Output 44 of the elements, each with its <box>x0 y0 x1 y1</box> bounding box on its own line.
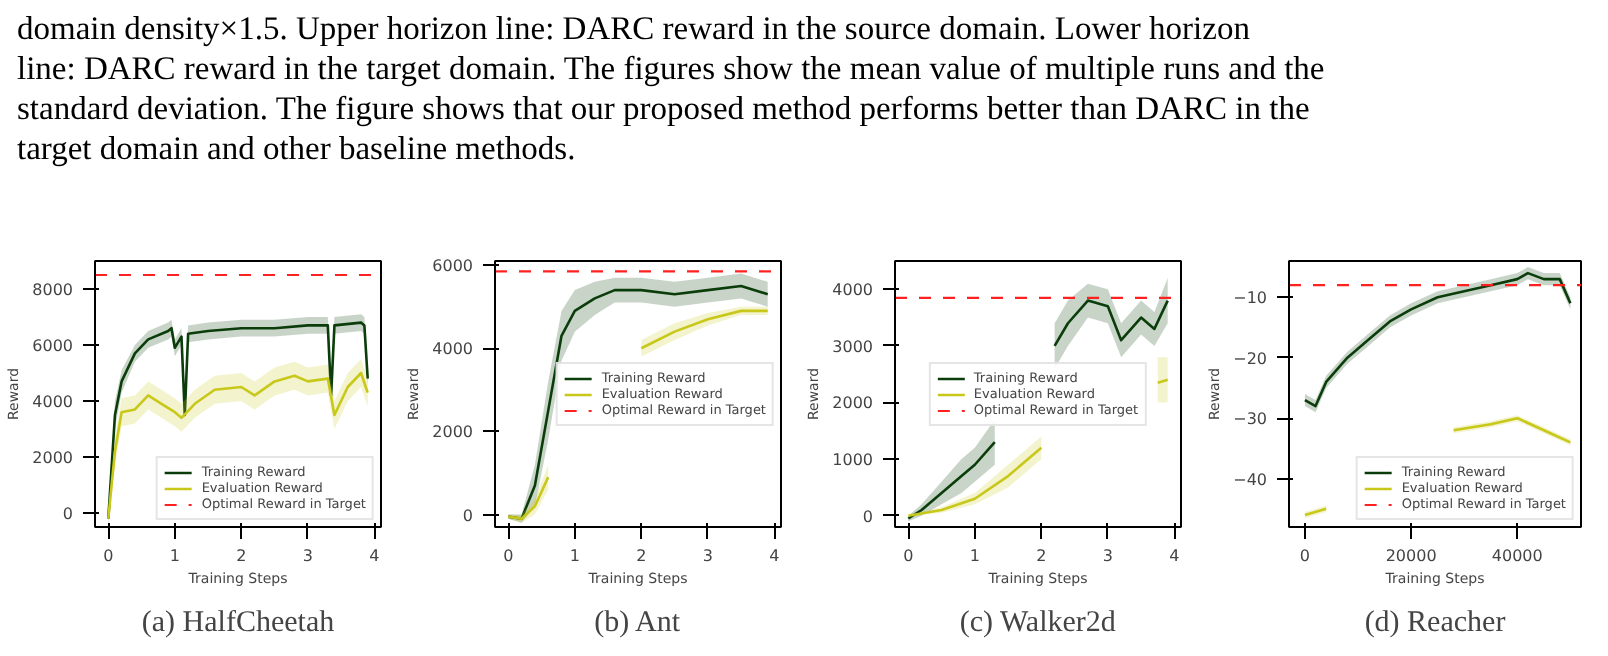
x-tick-label: 40000 <box>1491 547 1543 565</box>
y-tick-label: −10 <box>1233 289 1268 308</box>
text: (d) Reacher <box>1364 607 1506 639</box>
y-tick-label: 1000 <box>832 451 873 470</box>
y-tick-label: 0 <box>62 505 74 523</box>
x-tick-label: 2 <box>236 547 247 565</box>
x-tick-label: 0 <box>1299 547 1311 565</box>
x-tick-label: 1 <box>969 547 980 565</box>
text: domain density×1.5. Upper horizon line: DARC reward in the source domain. Lower horizon <box>17 9 1250 47</box>
text: standard deviation. The figure shows that our proposed method performs better than DARC in the <box>17 89 1310 127</box>
y-tick-label: 2000 <box>32 449 73 467</box>
text: line: DARC reward in the target domain. The figures show the mean value of multiple runs and the <box>17 49 1325 87</box>
y-tick-label: 2000 <box>432 423 473 442</box>
x-tick-label: 4 <box>1169 547 1180 565</box>
y-tick-label: 6000 <box>432 257 473 276</box>
y-tick-label: 4000 <box>32 393 73 411</box>
y-tick-label: 8000 <box>32 281 73 299</box>
x-tick-label: 20000 <box>1385 547 1437 565</box>
x-tick-label: 4 <box>769 547 780 565</box>
y-tick-label: 2000 <box>832 394 873 413</box>
y-tick-label: −20 <box>1233 349 1268 368</box>
x-tick-label: 0 <box>503 547 514 565</box>
text: (c) Walker2d <box>959 607 1117 639</box>
x-tick-label: 3 <box>1102 547 1113 565</box>
x-tick-label: 2 <box>636 547 647 565</box>
x-tick-label: 2 <box>1036 547 1047 565</box>
text: (a) HalfCheetah <box>141 607 336 639</box>
y-tick-label: −30 <box>1233 410 1268 429</box>
x-tick-label: 0 <box>903 547 914 565</box>
y-tick-label: 0 <box>462 506 474 525</box>
text: (b) Ant <box>594 607 682 639</box>
y-tick-label: 0 <box>862 507 874 526</box>
y-tick-label: −40 <box>1233 470 1268 489</box>
y-tick-label: 6000 <box>32 337 73 355</box>
text: target domain and other baseline methods. <box>17 129 576 167</box>
x-tick-label: 1 <box>569 547 580 565</box>
y-tick-label: 4000 <box>432 340 473 359</box>
x-tick-label: 1 <box>169 547 180 565</box>
x-tick-label: 3 <box>702 547 713 565</box>
x-tick-label: 0 <box>103 547 114 565</box>
y-tick-label: 3000 <box>832 337 873 356</box>
y-tick-label: 4000 <box>832 281 873 300</box>
x-tick-label: 4 <box>369 547 380 565</box>
x-tick-label: 3 <box>302 547 313 565</box>
